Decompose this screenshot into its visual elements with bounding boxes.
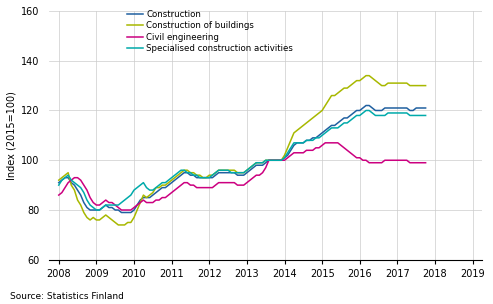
Construction of buildings: [97, 218, 103, 222]
Construction: [363, 104, 369, 107]
Construction: [184, 171, 190, 174]
Civil engineering: [134, 203, 140, 207]
Construction of buildings: [423, 84, 428, 88]
Specialised construction activities: [363, 109, 369, 112]
Construction of buildings: [184, 168, 190, 172]
Line: Civil engineering: Civil engineering: [59, 143, 425, 210]
Construction of buildings: [115, 223, 121, 227]
Specialised construction activities: [100, 206, 106, 209]
Line: Specialised construction activities: Specialised construction activities: [59, 110, 425, 210]
Construction of buildings: [363, 74, 369, 78]
Civil engineering: [423, 161, 428, 164]
Specialised construction activities: [423, 114, 428, 117]
Civil engineering: [351, 154, 356, 157]
Construction of buildings: [56, 178, 62, 182]
Construction: [56, 181, 62, 185]
Specialised construction activities: [184, 171, 190, 174]
Specialised construction activities: [134, 186, 140, 189]
Construction: [348, 114, 353, 117]
Specialised construction activities: [348, 119, 353, 122]
Specialised construction activities: [93, 208, 99, 212]
Construction: [118, 211, 124, 214]
Civil engineering: [56, 193, 62, 197]
Construction of buildings: [313, 114, 319, 117]
Civil engineering: [322, 141, 328, 145]
Construction of buildings: [134, 208, 140, 212]
Civil engineering: [97, 203, 103, 207]
Civil engineering: [184, 181, 190, 185]
Legend: Construction, Construction of buildings, Civil engineering, Specialised construc: Construction, Construction of buildings,…: [127, 10, 293, 53]
Civil engineering: [118, 208, 124, 212]
Construction: [134, 203, 140, 207]
Civil engineering: [313, 146, 319, 150]
Line: Construction: Construction: [59, 105, 425, 212]
Civil engineering: [344, 148, 350, 152]
Construction: [423, 106, 428, 110]
Construction: [313, 136, 319, 140]
Y-axis label: Index (2015=100): Index (2015=100): [7, 91, 17, 180]
Text: Source: Statistics Finland: Source: Statistics Finland: [10, 292, 124, 301]
Specialised construction activities: [341, 121, 347, 125]
Construction of buildings: [341, 86, 347, 90]
Specialised construction activities: [56, 183, 62, 187]
Construction of buildings: [348, 84, 353, 88]
Specialised construction activities: [313, 136, 319, 140]
Construction: [97, 208, 103, 212]
Line: Construction of buildings: Construction of buildings: [59, 76, 425, 225]
Construction: [341, 116, 347, 120]
